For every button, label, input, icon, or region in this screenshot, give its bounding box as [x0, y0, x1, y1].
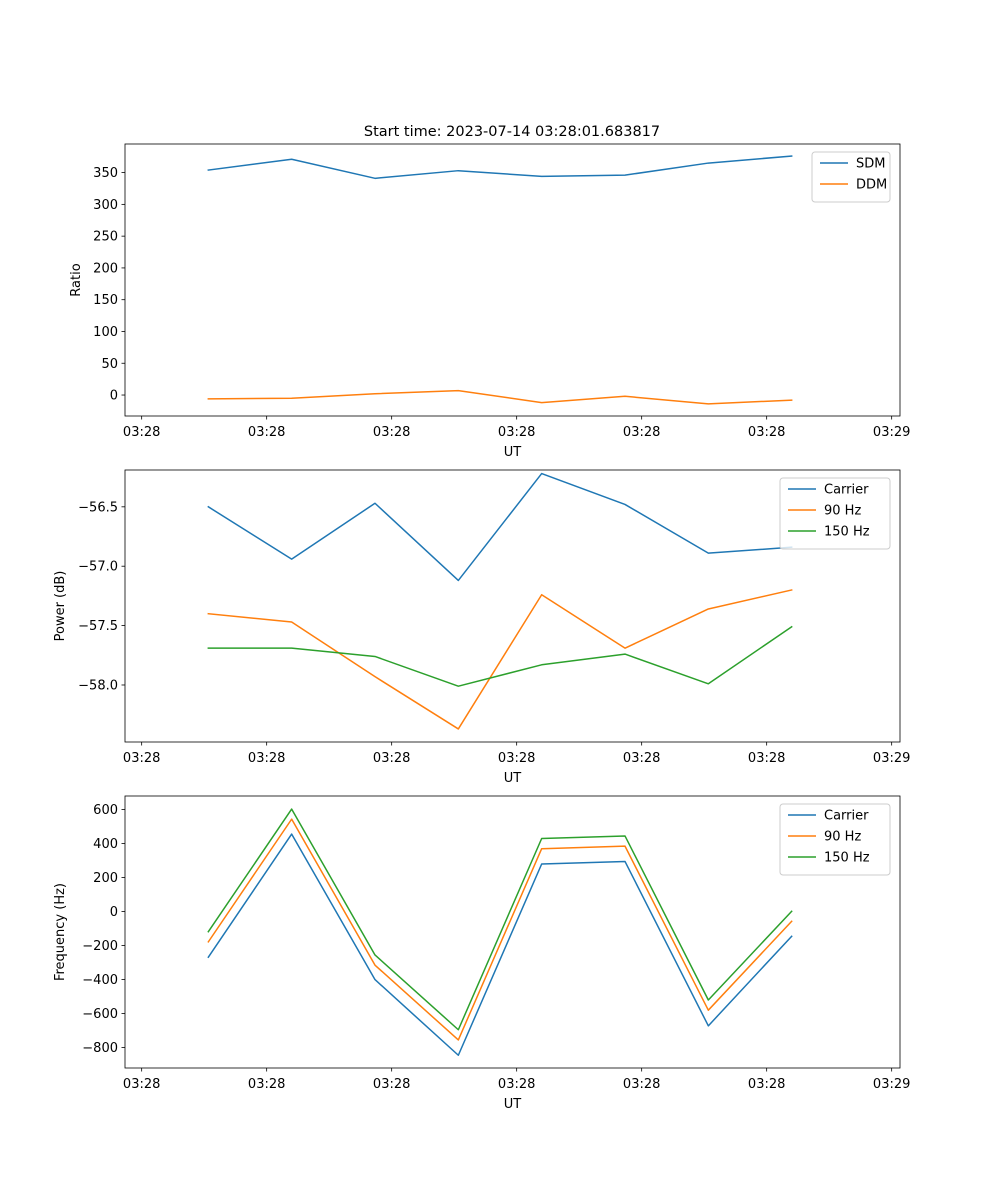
x-tick-label: 03:28: [123, 1077, 160, 1092]
y-axis-label: Ratio: [69, 263, 84, 296]
x-tick-label: 03:28: [623, 425, 660, 440]
x-tick-label: 03:28: [498, 751, 535, 766]
subplot-3: 03:28 03:28 03:28 03:28 03:28 03:28 03:29 −800 −…: [53, 795, 910, 1112]
series-line-sdm: [207, 155, 793, 180]
legend-label-90-hz: 90 Hz: [824, 504, 861, 519]
x-tick-label: 03:28: [498, 425, 535, 440]
x-axis-label: UT: [504, 771, 522, 786]
y-tick-label: 200: [93, 261, 118, 276]
x-tick-label: 03:28: [373, 425, 410, 440]
series-line-carrier: [207, 833, 793, 1056]
legend-label-sdm: SDM: [856, 157, 885, 172]
y-tick-label: −57.0: [78, 560, 118, 575]
x-tick-label: 03:28: [623, 1077, 660, 1092]
y-tick-label: 0: [110, 905, 118, 920]
x-tick-label: 03:28: [748, 751, 785, 766]
y-tick-label: 600: [93, 803, 118, 818]
legend-label-90-hz: 90 Hz: [824, 830, 861, 845]
y-tick-label: −200: [82, 939, 118, 954]
legend: Carrier 90 Hz 150 Hz: [779, 477, 891, 550]
series-line-90-hz: [207, 818, 793, 1041]
y-tick-label: 100: [93, 325, 118, 340]
subplot-2: 03:28 03:28 03:28 03:28 03:28 03:28 03:29 −58.0…: [53, 469, 910, 786]
y-tick-label: 350: [93, 166, 118, 181]
y-tick-label: −58.0: [78, 678, 118, 693]
legend: Carrier 90 Hz 150 Hz: [779, 803, 891, 876]
y-tick-label: 150: [93, 293, 118, 308]
x-axis-label: UT: [504, 1097, 522, 1112]
x-tick-label: 03:29: [873, 425, 910, 440]
legend-label-carrier: Carrier: [824, 809, 869, 824]
x-tick-label: 03:29: [873, 1077, 910, 1092]
legend-label-carrier: Carrier: [824, 483, 869, 498]
series-line-ddm: [207, 389, 793, 405]
x-tick-label: 03:28: [373, 751, 410, 766]
y-tick-label: −57.5: [78, 619, 118, 634]
series-line-carrier: [207, 472, 793, 582]
plots-container: 03:28 03:28 03:28 03:28 03:28 03:28 03:29 0 50 10…: [53, 143, 910, 1112]
series-line-90-hz: [207, 589, 793, 730]
x-tick-label: 03:28: [373, 1077, 410, 1092]
legend-label-ddm: DDM: [856, 178, 887, 193]
y-tick-label: −800: [82, 1041, 118, 1056]
y-tick-label: 400: [93, 837, 118, 852]
legend-box: [811, 151, 891, 203]
legend-label-150-hz: 150 Hz: [824, 851, 870, 866]
chart-title: Start time: 2023-07-14 03:28:01.683817: [364, 124, 660, 140]
legend: SDM DDM: [811, 151, 891, 203]
axes-frame: [124, 795, 901, 1069]
x-tick-label: 03:28: [748, 1077, 785, 1092]
subplot-1: 03:28 03:28 03:28 03:28 03:28 03:28 03:29 0 50 10…: [69, 143, 910, 460]
series-line-150-hz: [207, 808, 793, 1031]
x-tick-label: 03:28: [123, 425, 160, 440]
y-tick-label: 300: [93, 198, 118, 213]
y-tick-label: −56.5: [78, 500, 118, 515]
y-axis-label: Power (dB): [53, 571, 68, 642]
y-tick-label: 0: [110, 389, 118, 404]
series-line-150-hz: [207, 625, 793, 687]
x-tick-label: 03:28: [248, 1077, 285, 1092]
y-tick-label: 50: [101, 357, 118, 372]
x-tick-label: 03:28: [248, 751, 285, 766]
y-tick-label: −400: [82, 973, 118, 988]
y-axis-label: Frequency (Hz): [53, 883, 68, 981]
axes-frame: [124, 143, 901, 417]
x-tick-label: 03:29: [873, 751, 910, 766]
legend-label-150-hz: 150 Hz: [824, 525, 870, 540]
x-tick-label: 03:28: [623, 751, 660, 766]
x-tick-label: 03:28: [498, 1077, 535, 1092]
y-tick-label: −600: [82, 1007, 118, 1022]
x-tick-label: 03:28: [748, 425, 785, 440]
x-tick-label: 03:28: [123, 751, 160, 766]
x-axis-label: UT: [504, 445, 522, 460]
x-tick-label: 03:28: [248, 425, 285, 440]
axes-frame: [124, 469, 901, 743]
y-tick-label: 250: [93, 230, 118, 245]
y-tick-label: 200: [93, 871, 118, 886]
